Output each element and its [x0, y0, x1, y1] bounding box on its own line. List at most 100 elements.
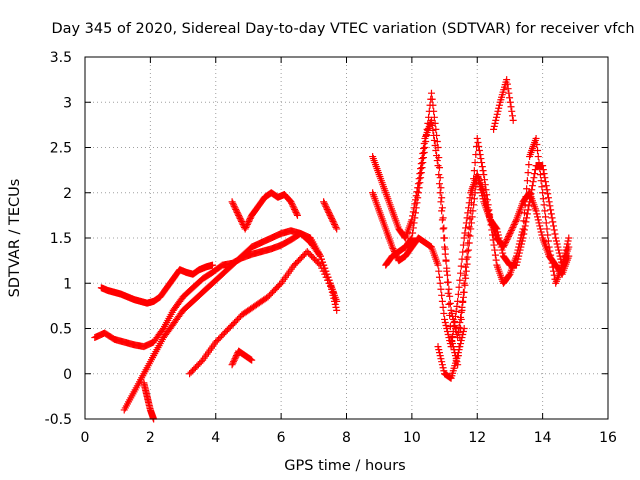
data-point: [534, 147, 542, 155]
y-tick-label: 2: [63, 186, 72, 202]
data-point: [544, 237, 552, 245]
data-point: [468, 191, 476, 199]
data-point: [546, 247, 554, 255]
data-point: [544, 231, 552, 239]
data-point: [447, 306, 455, 314]
data-point: [463, 260, 471, 268]
data-point: [489, 236, 497, 244]
data-point: [432, 125, 440, 133]
data-point: [537, 177, 545, 185]
data-point: [455, 323, 463, 331]
data-point: [513, 249, 521, 257]
data-point: [560, 255, 568, 263]
data-point: [320, 198, 328, 206]
data-point: [456, 276, 464, 284]
data-point: [457, 337, 465, 345]
data-point: [332, 303, 340, 311]
data-point: [559, 258, 567, 266]
data-point: [433, 131, 441, 139]
data-point: [477, 155, 485, 163]
data-point: [491, 119, 499, 127]
data-point: [440, 367, 448, 375]
data-point: [483, 191, 491, 199]
data-point: [440, 309, 448, 317]
data-point: [430, 113, 438, 121]
y-tick-label: 0.5: [50, 322, 72, 338]
data-point: [439, 364, 447, 372]
data-point: [443, 278, 451, 286]
data-point: [502, 239, 510, 247]
data-point: [197, 358, 205, 366]
data-point: [547, 206, 555, 214]
data-point: [542, 219, 550, 227]
data-point: [525, 161, 533, 169]
data-point: [445, 285, 453, 293]
data-point: [544, 194, 552, 202]
data-point: [437, 184, 445, 192]
data-point: [509, 223, 517, 231]
data-point: [327, 282, 335, 290]
data-point: [554, 243, 562, 251]
data-point: [505, 271, 513, 279]
data-point: [528, 186, 536, 194]
data-point: [438, 194, 446, 202]
data-point: [524, 169, 532, 177]
x-tick-label: 12: [468, 430, 486, 446]
data-point: [293, 211, 301, 219]
data-point: [461, 229, 469, 237]
data-point: [511, 219, 519, 227]
x-tick-label: 8: [342, 430, 351, 446]
data-point: [419, 154, 427, 162]
data-point: [288, 201, 296, 209]
data-point: [507, 228, 515, 236]
data-point: [437, 355, 445, 363]
data-point: [480, 171, 488, 179]
data-point: [443, 267, 451, 275]
data-point: [322, 202, 330, 210]
data-point: [327, 213, 335, 221]
data-point: [324, 276, 332, 284]
data-point: [543, 186, 551, 194]
data-point: [323, 204, 331, 212]
data-point: [459, 328, 467, 336]
data-point: [496, 237, 504, 245]
data-point: [459, 297, 467, 305]
data-point: [497, 243, 505, 251]
data-point: [441, 318, 449, 326]
data-point: [492, 224, 500, 232]
data-point: [523, 185, 531, 193]
data-point: [324, 207, 332, 215]
data-point: [530, 174, 538, 182]
data-point: [329, 288, 337, 296]
data-point: [462, 255, 470, 263]
data-point: [493, 110, 501, 118]
data-point: [553, 240, 561, 248]
data-point: [548, 259, 556, 267]
data-point: [441, 315, 449, 323]
data-point: [436, 279, 444, 287]
data-point: [454, 349, 462, 357]
data-point: [565, 234, 573, 242]
data-point: [502, 237, 510, 245]
data-point: [519, 225, 527, 233]
data-point: [435, 267, 443, 275]
data-point: [483, 196, 491, 204]
data-point: [508, 112, 516, 120]
data-point: [486, 211, 494, 219]
data-point: [461, 271, 469, 279]
data-point: [534, 153, 542, 161]
data-point: [328, 214, 336, 222]
data-point: [231, 355, 239, 363]
data-point: [470, 195, 478, 203]
data-point: [389, 245, 397, 253]
x-tick-label: 6: [277, 430, 286, 446]
data-point: [531, 166, 539, 174]
data-point: [287, 198, 295, 206]
data-point: [228, 361, 236, 369]
data-point: [456, 343, 464, 351]
data-point: [510, 222, 518, 230]
data-point: [329, 217, 337, 225]
data-point: [490, 125, 498, 133]
y-tick-label: 1.5: [50, 231, 72, 247]
y-tick-label: 1: [63, 276, 72, 292]
